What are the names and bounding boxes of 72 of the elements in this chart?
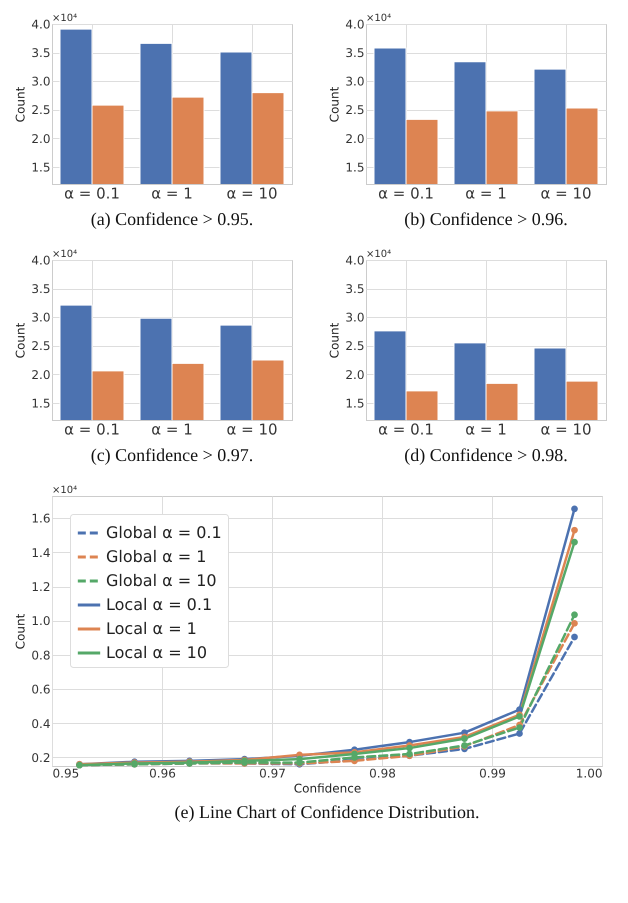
x-tick-label: α = 0.1: [64, 184, 120, 202]
y-tick-label: 1.5: [345, 396, 364, 410]
y-tick-label: 0.8: [31, 648, 50, 662]
x-tick-label: α = 1: [151, 184, 193, 202]
x-tick-label: α = 10: [540, 420, 592, 438]
legend-label: Local α = 0.1: [106, 595, 212, 614]
y-tick-label: 0.2: [31, 750, 50, 765]
text: ×10⁴: [366, 249, 392, 260]
y-tick-label: 2.5: [31, 339, 50, 354]
x-tick-label: 0.99: [479, 766, 506, 780]
text: ×10⁴: [366, 13, 392, 24]
y-tick-label: 0.6: [31, 682, 50, 697]
y-tick-label: 0.4: [31, 716, 50, 731]
text: (a) Confidence > 0.95.: [90, 209, 254, 229]
x-tick-label: α = 10: [540, 184, 592, 202]
y-tick-label: 1.5: [31, 160, 50, 174]
y-tick-label: 1.6: [31, 512, 50, 526]
x-tick-label: α = 10: [226, 184, 278, 202]
y-tick-label: 2.5: [345, 339, 364, 354]
x-tick-label: α = 1: [465, 184, 507, 202]
y-axis-title: Count: [327, 322, 342, 358]
y-tick-label: 2.5: [31, 103, 50, 118]
x-tick-label: α = 0.1: [378, 184, 434, 202]
y-tick-label: 3.5: [345, 282, 364, 296]
y-axis-title: Count: [13, 322, 28, 358]
y-tick-label: 1.5: [31, 396, 50, 410]
text: ×10⁴: [52, 249, 78, 260]
y-tick-label: 3.0: [345, 74, 364, 89]
legend-label: Global α = 10: [106, 571, 217, 590]
x-tick-label: α = 10: [226, 420, 278, 438]
x-tick-label: α = 1: [465, 420, 507, 438]
y-axis-title: Count: [13, 86, 28, 122]
x-tick-label: 1.00: [576, 766, 602, 780]
legend-label: Local α = 1: [106, 619, 197, 638]
x-tick-label: α = 0.1: [64, 420, 120, 438]
x-tick-label: α = 1: [151, 420, 193, 438]
y-tick-label: 2.5: [345, 103, 364, 118]
y-tick-label: 3.0: [31, 310, 50, 325]
y-tick-label: 4.0: [345, 18, 364, 32]
y-tick-label: 2.0: [345, 368, 364, 382]
text: (c) Confidence > 0.97.: [90, 445, 254, 465]
y-tick-label: 2.0: [31, 368, 50, 382]
y-tick-label: 1.2: [31, 580, 50, 594]
x-tick-label: 0.96: [149, 766, 176, 780]
y-tick-label: 2.0: [31, 132, 50, 146]
y-tick-label: 1.5: [345, 160, 364, 174]
y-tick-label: 1.4: [31, 546, 50, 560]
text: (b) Confidence > 0.96.: [404, 209, 568, 229]
y-tick-label: 4.0: [31, 18, 50, 32]
y-tick-label: 3.5: [345, 46, 364, 60]
x-tick-label: 0.95: [52, 766, 80, 780]
y-tick-label: 3.0: [345, 310, 364, 325]
y-tick-label: 2.0: [345, 132, 364, 146]
y-tick-label: 4.0: [31, 254, 50, 268]
y-tick-label: 3.5: [31, 46, 50, 60]
text: ×10⁴: [52, 485, 78, 496]
legend-label: Local α = 10: [106, 643, 208, 662]
y-tick-label: 1.0: [31, 614, 50, 628]
y-tick-label: 4.0: [345, 254, 364, 268]
x-tick-label: 0.98: [369, 766, 396, 780]
x-axis-title: Confidence: [294, 782, 362, 796]
y-tick-label: 3.0: [31, 74, 50, 89]
legend-label: Global α = 0.1: [106, 523, 222, 542]
text: ×10⁴: [52, 13, 78, 24]
y-axis-title: Count: [13, 613, 28, 650]
x-tick-label: 0.97: [259, 766, 286, 780]
y-tick-label: 3.5: [31, 282, 50, 296]
x-tick-label: α = 0.1: [378, 420, 434, 438]
text: (e) Line Chart of Confidence Distribution.: [174, 802, 480, 822]
legend-label: Global α = 1: [106, 547, 206, 566]
y-axis-title: Count: [327, 86, 342, 122]
text: (d) Confidence > 0.98.: [404, 445, 568, 465]
